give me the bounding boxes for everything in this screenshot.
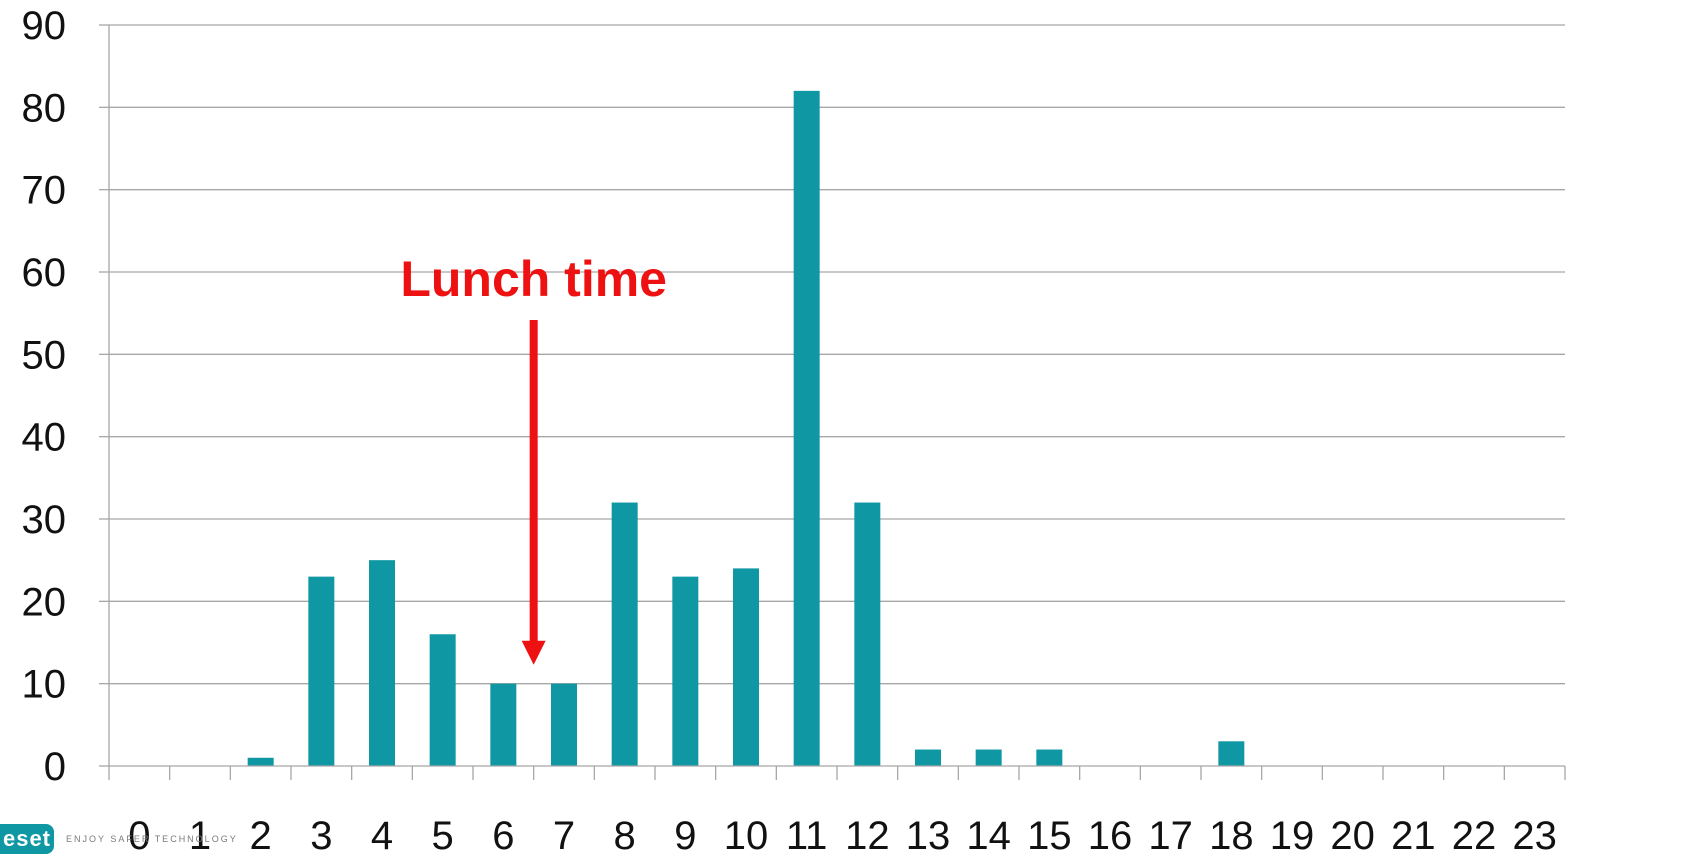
- x-tick-label: 4: [371, 814, 393, 858]
- bar-2: [247, 757, 274, 766]
- bar-18: [1218, 741, 1245, 766]
- x-tick-label: 18: [1209, 814, 1254, 858]
- x-tick-label: 22: [1452, 814, 1497, 858]
- x-tick-label: 3: [310, 814, 332, 858]
- y-tick-label: 80: [22, 86, 67, 130]
- eset-logo: eset ENJOY SAFER TECHNOLOGY: [0, 821, 238, 857]
- bar-5: [429, 634, 456, 766]
- x-tick-label: 20: [1330, 814, 1375, 858]
- y-tick-label: 90: [22, 4, 67, 48]
- x-tick-label: 1: [189, 814, 211, 858]
- bar-9: [672, 576, 699, 766]
- bar-13: [915, 749, 941, 766]
- x-tick-label: 7: [553, 814, 575, 858]
- x-tick-label: 0: [128, 814, 150, 858]
- bar-7: [551, 683, 577, 766]
- x-tick-label: 5: [432, 814, 454, 858]
- x-tick-label: 8: [614, 814, 636, 858]
- x-tick-label: 9: [674, 814, 696, 858]
- x-tick-label: 17: [1148, 814, 1193, 858]
- y-tick-label: 40: [22, 416, 67, 460]
- x-tick-label: 13: [906, 814, 951, 858]
- axes: [99, 24, 1566, 780]
- bar-3: [308, 576, 335, 766]
- bar-12: [854, 502, 881, 766]
- x-tick-label: 15: [1027, 814, 1072, 858]
- annotation-arrow-head: [521, 640, 546, 665]
- bar-10: [733, 568, 759, 766]
- bar-8: [611, 502, 638, 766]
- x-tick-label: 23: [1512, 814, 1557, 858]
- bars: [247, 90, 1245, 766]
- y-tick-label: 0: [44, 745, 66, 789]
- bar-14: [975, 749, 1002, 766]
- y-tick-label: 50: [22, 333, 67, 377]
- x-tick-label: 16: [1088, 814, 1133, 858]
- x-tick-label: 12: [845, 814, 890, 858]
- x-tick-label: 21: [1391, 814, 1436, 858]
- x-tick-label: 14: [966, 814, 1011, 858]
- y-tick-label: 20: [22, 580, 67, 624]
- bar-6: [490, 683, 517, 766]
- logo-tagline: ENJOY SAFER TECHNOLOGY: [66, 834, 238, 844]
- y-tick-label: 60: [22, 251, 67, 295]
- bar-4: [369, 560, 395, 766]
- y-tick-label: 30: [22, 498, 67, 542]
- annotation: Lunch time: [400, 251, 667, 665]
- x-tick-label: 19: [1270, 814, 1315, 858]
- x-tick-label: 10: [724, 814, 769, 858]
- x-tick-label: 6: [492, 814, 514, 858]
- x-tick-label: 2: [250, 814, 272, 858]
- gridlines: [109, 24, 1565, 685]
- eset-logo-badge: eset: [0, 824, 54, 854]
- annotation-label: Lunch time: [400, 251, 667, 307]
- y-tick-label: 10: [22, 663, 67, 707]
- y-tick-label: 70: [22, 169, 67, 213]
- bar-15: [1036, 749, 1063, 766]
- bar-11: [793, 90, 820, 766]
- x-tick-label: 11: [786, 814, 828, 858]
